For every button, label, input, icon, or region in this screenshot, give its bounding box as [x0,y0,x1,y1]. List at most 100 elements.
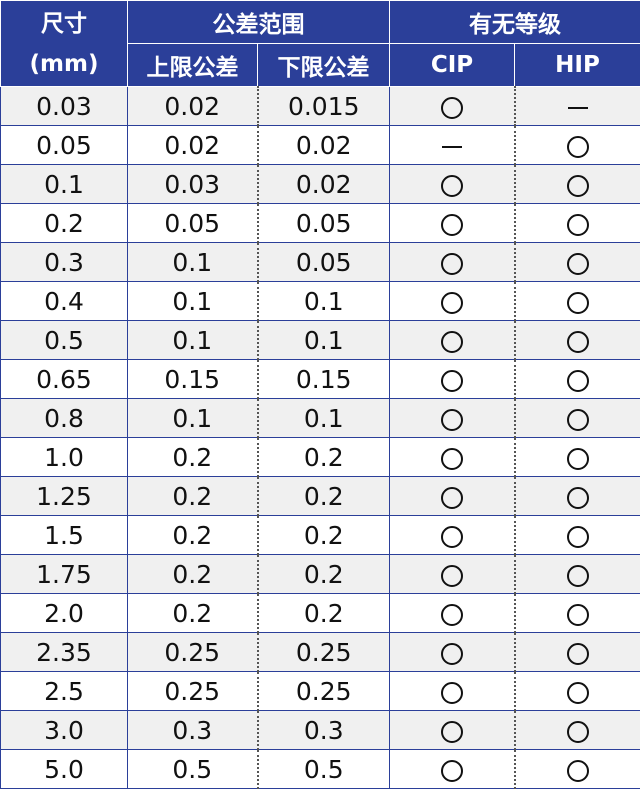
lower-tolerance-cell: 0.2 [257,554,390,594]
lower-tolerance-cell: 0.2 [257,593,390,633]
hip-cell [514,593,640,633]
circle-icon [440,525,463,548]
table-row: 3.0 0.3 0.3 [0,710,640,750]
size-cell: 0.1 [0,164,128,204]
hip-header: HIP [514,43,640,87]
cip-cell [389,554,516,594]
hip-cell [514,320,640,360]
table-row: 0.1 0.03 0.02 [0,164,640,204]
upper-tolerance-cell: 0.2 [127,437,259,477]
size-cell: 0.2 [0,203,128,243]
dash-icon [567,106,588,109]
cip-header: CIP [389,43,515,87]
lower-tolerance-header: 下限公差 [257,43,390,87]
hip-cell [514,437,640,477]
circle-icon [566,369,589,392]
cip-cell [389,710,516,750]
lower-tolerance-cell: 0.2 [257,437,390,477]
table-row: 5.0 0.5 0.5 [0,749,640,789]
circle-icon [566,564,589,587]
cip-cell [389,593,516,633]
hip-cell [514,710,640,750]
circle-icon [566,291,589,314]
circle-icon [440,486,463,509]
upper-tolerance-cell: 0.2 [127,515,259,555]
table-row: 1.5 0.2 0.2 [0,515,640,555]
circle-icon [440,96,463,119]
size-cell: 1.5 [0,515,128,555]
size-cell: 0.05 [0,125,128,165]
table-row: 0.03 0.02 0.015 [0,86,640,126]
upper-tolerance-cell: 0.5 [127,749,259,789]
size-cell: 0.3 [0,242,128,282]
upper-tolerance-cell: 0.2 [127,593,259,633]
table-row: 2.5 0.25 0.25 [0,671,640,711]
circle-icon [566,447,589,470]
lower-tolerance-cell: 0.25 [257,632,390,672]
size-cell: 3.0 [0,710,128,750]
table-row: 0.65 0.15 0.15 [0,359,640,399]
table-row: 0.4 0.1 0.1 [0,281,640,321]
hip-cell [514,86,640,126]
table-row: 0.05 0.02 0.02 [0,125,640,165]
upper-tolerance-cell: 0.1 [127,320,259,360]
lower-tolerance-cell: 0.15 [257,359,390,399]
size-cell: 2.0 [0,593,128,633]
lower-tolerance-cell: 0.02 [257,164,390,204]
circle-icon [566,681,589,704]
circle-icon [440,408,463,431]
table-row: 1.25 0.2 0.2 [0,476,640,516]
upper-tolerance-cell: 0.15 [127,359,259,399]
lower-tolerance-cell: 0.1 [257,398,390,438]
circle-icon [440,642,463,665]
cip-cell [389,281,516,321]
circle-icon [440,291,463,314]
circle-icon [440,564,463,587]
table-row: 0.3 0.1 0.05 [0,242,640,282]
size-cell: 2.5 [0,671,128,711]
cip-cell [389,320,516,360]
lower-tolerance-cell: 0.25 [257,671,390,711]
table-row: 1.75 0.2 0.2 [0,554,640,594]
table-row: 0.2 0.05 0.05 [0,203,640,243]
upper-tolerance-cell: 0.02 [127,125,259,165]
table-row: 0.5 0.1 0.1 [0,320,640,360]
cip-cell [389,398,516,438]
size-cell: 0.8 [0,398,128,438]
table-row: 2.35 0.25 0.25 [0,632,640,672]
cip-cell [389,203,516,243]
size-cell: 1.25 [0,476,128,516]
dash-icon [441,145,462,148]
upper-tolerance-cell: 0.03 [127,164,259,204]
circle-icon [566,759,589,782]
cip-cell [389,749,516,789]
circle-icon [566,408,589,431]
table-row: 2.0 0.2 0.2 [0,593,640,633]
circle-icon [440,174,463,197]
circle-icon [566,252,589,275]
circle-icon [440,330,463,353]
size-label: 尺寸 [41,10,87,37]
table-body: 0.03 0.02 0.015 0.05 0.02 0.02 0.1 0.03 0.02 0.2 0… [0,86,640,789]
hip-cell [514,671,640,711]
upper-tolerance-cell: 0.05 [127,203,259,243]
lower-tolerance-cell: 0.3 [257,710,390,750]
size-cell: 0.5 [0,320,128,360]
lower-tolerance-cell: 0.1 [257,320,390,360]
lower-tolerance-cell: 0.5 [257,749,390,789]
cip-cell [389,164,516,204]
upper-tolerance-cell: 0.1 [127,281,259,321]
circle-icon [440,759,463,782]
lower-tolerance-cell: 0.2 [257,515,390,555]
circle-icon [566,486,589,509]
size-cell: 1.75 [0,554,128,594]
lower-tolerance-cell: 0.05 [257,203,390,243]
cip-cell [389,632,516,672]
circle-icon [440,720,463,743]
upper-tolerance-header: 上限公差 [127,43,258,87]
upper-tolerance-cell: 0.3 [127,710,259,750]
size-cell: 0.65 [0,359,128,399]
table-header: 尺寸 (mm) 公差范围 有无等级 上限公差 下限公差 CIP HIP [0,0,640,87]
circle-icon [566,720,589,743]
